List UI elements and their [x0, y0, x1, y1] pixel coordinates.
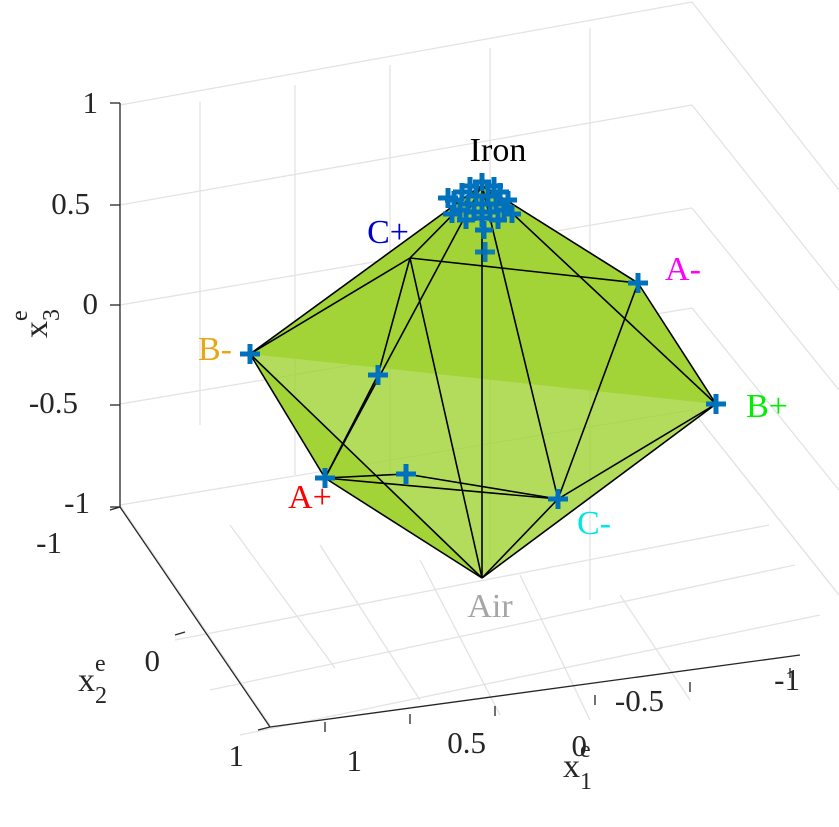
- x3-tick-label: 0: [83, 286, 99, 321]
- polyhedron-edge: [324, 473, 407, 479]
- vertex-label-iron: Iron: [470, 132, 527, 169]
- grid-line: [691, 1, 839, 191]
- polyhedron-edge: [557, 282, 639, 500]
- grid-line: [319, 544, 421, 701]
- x3-tick-label: 0.5: [51, 186, 90, 221]
- x3-tick-label: -1: [64, 485, 90, 520]
- axis-line: [269, 654, 801, 728]
- grid-line: [691, 104, 839, 291]
- x2-tick-label: 0: [145, 643, 161, 678]
- polyhedron-edge: [324, 477, 559, 500]
- grid-line: [209, 564, 796, 691]
- data-point-marker: [368, 365, 388, 385]
- data-point-marker: [499, 191, 517, 209]
- polyhedron-edge: [481, 184, 559, 500]
- x3-tick-label: 1: [83, 85, 99, 120]
- data-point-marker: [475, 242, 495, 262]
- vertex-label-air: Air: [467, 588, 513, 625]
- x3-axis-label-subscript: 3: [39, 309, 65, 321]
- grid-line: [174, 524, 770, 641]
- grid-line: [691, 307, 839, 491]
- data-point-marker: [473, 173, 491, 191]
- x1-tick-label: 0.5: [447, 725, 486, 760]
- grid-line: [119, 1, 693, 106]
- polyhedron-edge: [409, 257, 639, 284]
- polyhedron-edge: [324, 184, 483, 479]
- vertex-label-b-minusplus: B+: [746, 388, 788, 425]
- x2-axis-label: x e 2: [78, 651, 107, 709]
- polyhedron-edge: [324, 477, 483, 579]
- x1-axis-label-subscript: 1: [580, 769, 592, 795]
- data-point-marker: [503, 205, 521, 223]
- polyhedron-edge: [409, 257, 483, 579]
- x1-axis-label-base: x: [563, 748, 580, 785]
- polyhedron-edge: [481, 184, 717, 405]
- data-point-marker: [443, 205, 461, 223]
- polyhedron-edge: [405, 473, 559, 500]
- x2-axis-label-superscript: e: [95, 651, 106, 677]
- grid-line: [419, 559, 501, 716]
- polyhedron-edge: [377, 257, 411, 376]
- polyhedron-edge: [481, 403, 717, 579]
- vertex-label-a-minus: A-: [665, 251, 701, 288]
- vertex-label-c-minusplus: C+: [367, 214, 409, 251]
- data-markers: [240, 173, 726, 509]
- x1-axis-label-superscript: e: [580, 737, 591, 763]
- x3-axis-label-superscript: e: [7, 310, 33, 321]
- data-point-marker: [628, 273, 648, 293]
- axis-line: [119, 506, 271, 728]
- polyhedron-edge: [249, 353, 483, 579]
- polyhedron-face: [250, 283, 716, 404]
- data-point-marker: [240, 344, 260, 364]
- x1-tick-label: -0.5: [615, 683, 664, 718]
- data-point-marker: [548, 489, 568, 509]
- data-point-marker: [489, 211, 507, 229]
- polyhedron-edge: [324, 374, 379, 479]
- data-point-marker: [396, 464, 416, 484]
- polyhedron-edge: [249, 257, 411, 355]
- x1-axis-label: x e 1: [563, 737, 592, 795]
- polyhedron-edge: [249, 353, 326, 479]
- grid-line: [619, 594, 691, 701]
- grid-line: [691, 409, 839, 596]
- x2-tick-label: -1: [36, 525, 62, 560]
- grid-line: [119, 104, 693, 206]
- vertex-label-c-minus: C-: [577, 505, 611, 542]
- polyhedron-edge: [481, 498, 559, 579]
- vertex-labels: Iron C+ A- B- B+ A+ C- Air: [198, 132, 788, 625]
- x1-tick-label: 1: [347, 743, 363, 778]
- polyhedron-edge: [637, 282, 717, 405]
- x3-axis-label-base: x: [18, 321, 55, 338]
- tick-mark: [109, 506, 121, 511]
- polyhedron-face: [250, 185, 638, 354]
- grid-line: [229, 524, 336, 669]
- tick-labels: 10.50-0.5-1-101 10.5 0-0.5-1: [29, 85, 800, 778]
- tick-mark: [257, 726, 271, 731]
- x3-tick-label: -0.5: [29, 385, 78, 420]
- grid-line: [519, 574, 591, 721]
- x2-axis-label-base: x: [78, 662, 95, 699]
- x1-tick-label: 0: [572, 728, 588, 763]
- x2-axis-label-subscript: 2: [95, 683, 107, 709]
- data-point-marker: [315, 468, 335, 488]
- data-point-marker: [475, 221, 493, 239]
- x3-axis-label: xe 3: [7, 309, 65, 338]
- x2-tick-label: 1: [229, 738, 245, 773]
- grid-line: [691, 207, 839, 391]
- x1-tick-label: -1: [774, 662, 800, 697]
- data-point-marker: [706, 394, 726, 414]
- polyhedron-edge: [557, 403, 717, 500]
- tick-mark: [174, 631, 186, 636]
- vertex-label-b-minus: B-: [198, 331, 232, 368]
- grid-line: [239, 614, 821, 736]
- axis-lines: [109, 102, 801, 732]
- grid-line: [119, 504, 271, 726]
- vertex-label-a-minusplus: A+: [288, 479, 332, 516]
- data-point-marker: [457, 211, 475, 229]
